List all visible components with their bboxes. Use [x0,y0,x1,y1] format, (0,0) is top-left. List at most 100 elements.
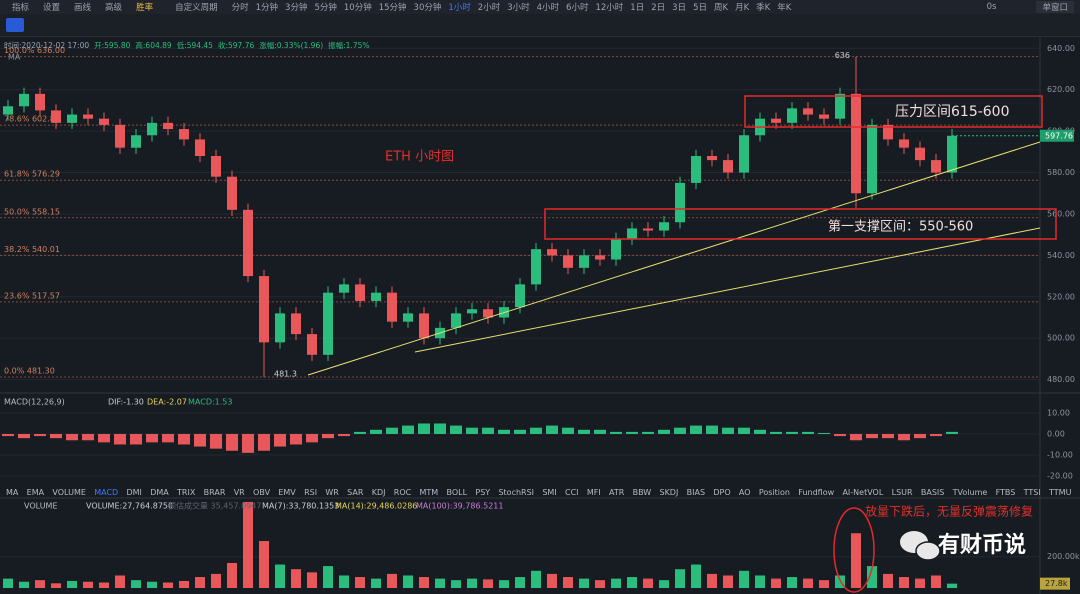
period-button[interactable]: 年K [777,3,792,13]
indicator-tab[interactable]: VR [233,487,245,497]
period-button[interactable]: 3日 [672,3,687,13]
period-button[interactable]: 5分钟 [314,3,337,13]
indicator-tab[interactable]: BOLL [446,487,468,497]
indicator-tab[interactable]: MA [6,487,19,497]
candle-body [659,222,669,231]
period-button[interactable]: 3分钟 [285,3,308,13]
indicator-tab[interactable]: VOLUME [52,487,86,497]
period-button[interactable]: 30分钟 [413,3,442,13]
volume-bar [67,580,77,588]
macd-bar [802,431,814,434]
custom-period[interactable]: 自定义周期 [175,3,218,13]
indicator-tab[interactable]: Position [758,487,790,497]
candle-body [723,160,733,173]
ohlc-item: 振幅:1.75% [328,41,370,50]
y-tick-label: 580.00 [1047,168,1075,177]
fib-label: 23.6% 517.57 [4,291,60,300]
period-button[interactable]: 月K [735,3,750,13]
ohlc-item: 低:594.45 [176,41,213,50]
indicator-tab[interactable]: KDJ [371,487,386,497]
indicator-tab[interactable]: EMV [278,487,296,497]
indicator-tab[interactable]: TTSI [1023,487,1041,497]
indicator-tab[interactable]: SKDJ [659,487,679,497]
indicator-tab[interactable]: ROC [393,487,412,497]
volume-bar [147,581,157,588]
window-select[interactable]: 单窗口 [1036,1,1074,13]
candle-body [115,124,125,148]
macd-bar [274,433,286,447]
macd-bar [322,433,334,439]
indicator-tab[interactable]: MTM [419,487,439,497]
indicator-tab[interactable]: PSY [475,487,491,497]
indicator-tab[interactable]: MFI [586,487,601,497]
trend-line [414,227,1041,353]
volume-bar [915,578,925,588]
period-button[interactable]: 周K [713,3,729,13]
toolbar-button[interactable]: 画线 [74,3,92,13]
period-button[interactable]: 4小时 [536,3,560,13]
macd-bar [514,429,526,434]
indicator-tab[interactable]: ATR [608,487,625,497]
period-button[interactable]: 12小时 [595,3,624,13]
macd-bar [674,427,686,434]
period-button[interactable]: 1日 [630,3,645,13]
toolbar-button[interactable]: 高级 [105,3,123,13]
indicator-tab[interactable]: StochRSI [498,487,535,497]
toolbar-button[interactable]: 指标 [12,3,30,13]
candle-body [579,255,589,268]
macd-bar [818,432,830,434]
period-button[interactable]: 6小时 [566,3,589,13]
indicator-tab[interactable]: Fundflow [798,487,835,497]
period-button[interactable]: 15分钟 [378,3,407,13]
volume-estimate: 预估成交量 35,457.0947 [168,501,261,511]
period-button[interactable]: 1小时 [448,3,471,13]
indicator-tab[interactable]: RSI [304,487,318,497]
toolbar-button[interactable]: 胜率 [136,3,154,13]
indicator-tab[interactable]: AO [738,487,751,497]
ohlc-item: 高:604.89 [135,41,172,50]
period-button[interactable]: 1分钟 [255,3,279,13]
macd-value: MACD:1.53 [188,398,233,407]
candle-body [403,313,413,322]
indicator-tab[interactable]: TVolume [952,487,988,497]
indicator-tab[interactable]: DMI [126,487,142,497]
volume-ma: MA(14):29,486.0286 [335,502,417,511]
indicator-tab[interactable]: BBW [632,487,652,497]
y-tick-label: 520.00 [1047,292,1075,301]
period-button[interactable]: 2日 [651,3,666,13]
indicator-tab[interactable]: FTBS [995,487,1016,497]
period-button[interactable]: 10分钟 [343,3,372,13]
indicator-tab[interactable]: TRIX [177,487,196,497]
indicator-tab[interactable]: TTMU [1049,487,1072,497]
indicator-tab[interactable]: BIAS [686,487,706,497]
volume-bar [451,580,461,588]
indicator-tab[interactable]: WR [325,487,339,497]
macd-bar [594,429,606,434]
indicator-tab[interactable]: SMI [542,487,557,497]
period-button[interactable]: 分时 [231,3,249,13]
indicator-tab[interactable]: MACD [94,487,119,497]
indicator-tab[interactable]: AI-NetVOL [842,487,884,497]
indicator-tab[interactable]: BRAR [203,487,226,497]
volume-bar [723,575,733,588]
indicator-tab[interactable]: EMA [26,487,45,497]
indicator-tab[interactable]: OBV [253,487,271,497]
crosshair-tool[interactable] [6,18,24,32]
indicator-tab[interactable]: BASIS [920,487,945,497]
toolbar-button[interactable]: 设置 [43,3,61,13]
indicator-tab[interactable]: DPO [713,487,731,497]
indicator-tab[interactable]: DMA [150,487,169,497]
candle-body [51,110,61,123]
period-button[interactable]: 3小时 [507,3,530,13]
indicator-tab[interactable]: SAR [347,487,364,497]
indicator-tab[interactable]: LSUR [891,487,913,497]
volume-bar [483,579,493,588]
candle-body [547,249,557,256]
candle-body [611,238,621,260]
period-button[interactable]: 2小时 [477,3,501,13]
period-button[interactable]: 季K [756,3,771,13]
candle-body [627,228,637,239]
period-button[interactable]: 5日 [693,3,707,13]
candle-body [355,284,365,301]
indicator-tab[interactable]: CCI [564,487,579,497]
